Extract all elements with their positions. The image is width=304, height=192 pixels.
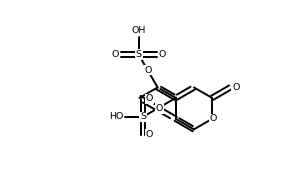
Text: S: S: [140, 112, 146, 121]
Text: OH: OH: [132, 26, 146, 35]
Text: HO: HO: [109, 112, 123, 121]
Text: O: O: [112, 50, 119, 59]
Text: O: O: [156, 104, 163, 113]
Text: S: S: [136, 50, 142, 59]
Text: O: O: [145, 130, 153, 139]
Text: O: O: [144, 66, 152, 75]
Text: O: O: [145, 94, 153, 103]
Text: O: O: [232, 83, 240, 92]
Text: O: O: [158, 50, 166, 59]
Text: O: O: [210, 114, 217, 123]
